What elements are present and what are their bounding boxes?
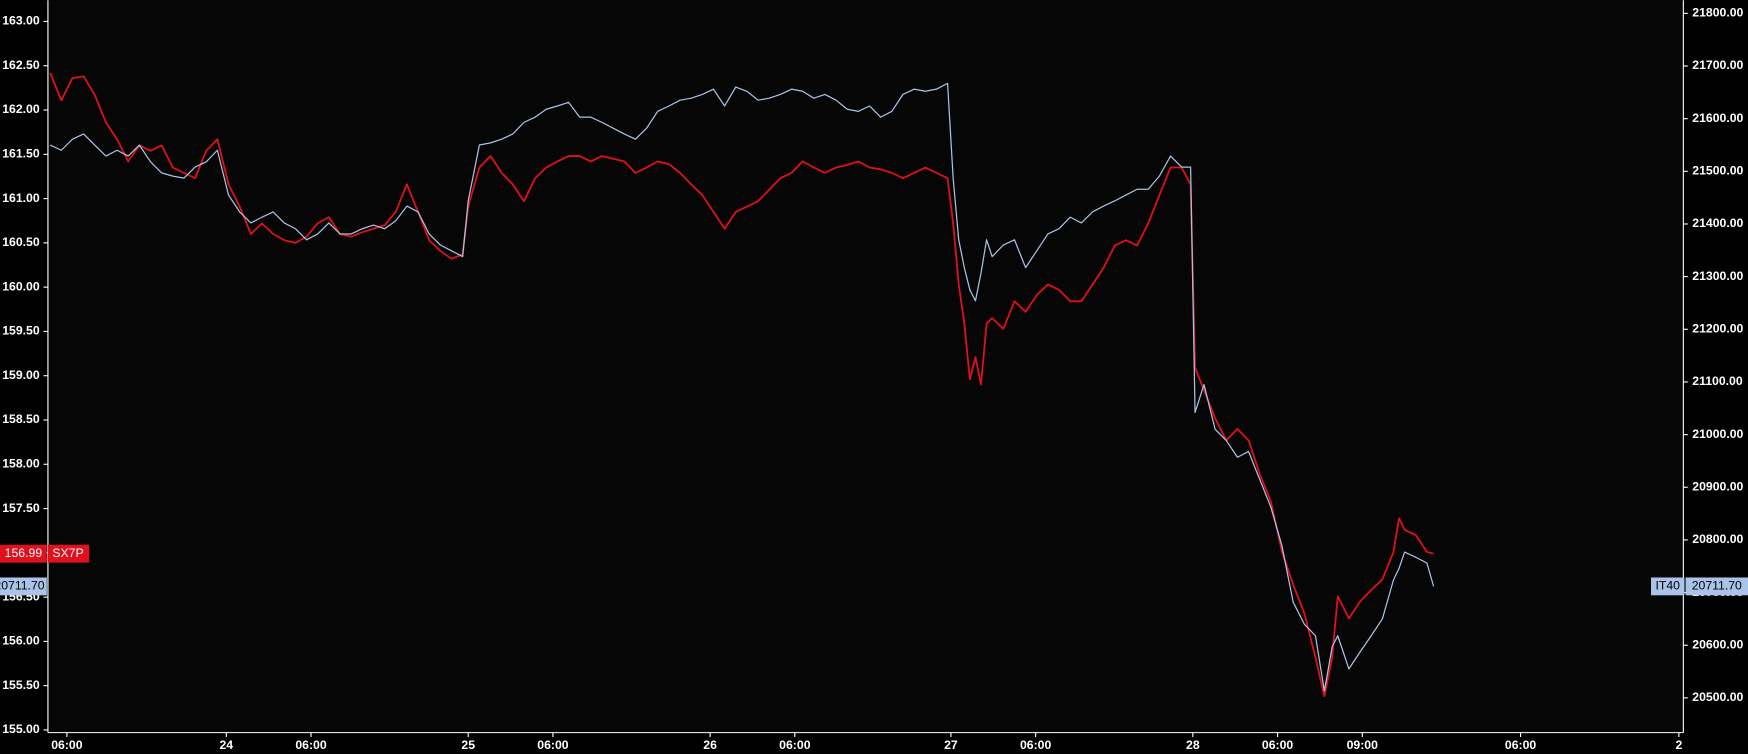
y-tick-label: 160.00 <box>2 279 40 293</box>
y2-tick-label: 21800.00 <box>1692 6 1743 20</box>
y-tick-label: 160.50 <box>2 235 40 249</box>
y-tick-label: 158.00 <box>2 457 40 471</box>
legend-label: IT40 <box>1655 579 1680 593</box>
y-tick-label: 162.50 <box>2 58 40 72</box>
y2-tick-label: 21500.00 <box>1692 164 1743 178</box>
y2-tick-label: 20600.00 <box>1692 637 1743 651</box>
x-tick-label: 06:00 <box>295 738 327 752</box>
y2-tick-label: 20500.00 <box>1692 690 1743 704</box>
y-tick-label: 159.00 <box>2 368 40 382</box>
y2-tick-label: 20800.00 <box>1692 532 1743 546</box>
value-badge-label: 20711.70 <box>1692 579 1742 593</box>
y-tick-label: 156.00 <box>2 634 40 648</box>
value-badge-label: 20711.70 <box>0 579 45 593</box>
x-tick-label: 06:00 <box>1262 738 1294 752</box>
y2-tick-label: 21600.00 <box>1692 111 1743 125</box>
series-line <box>49 82 1435 692</box>
y-tick-label: 161.50 <box>2 147 40 161</box>
name-badge <box>47 544 90 563</box>
x-tick-label: 26 <box>703 738 717 752</box>
y-tick-label: 163.00 <box>2 14 40 28</box>
name-badge <box>1651 577 1685 596</box>
y-tick-label: 157.50 <box>2 501 40 515</box>
y2-tick-label: 21000.00 <box>1692 427 1743 441</box>
x-tick-label: 28 <box>1186 738 1200 752</box>
y2-tick-label: 21400.00 <box>1692 216 1743 230</box>
x-tick-label: 25 <box>461 738 475 752</box>
y-tick-label: 155.00 <box>2 722 40 736</box>
value-badge <box>1685 577 1748 596</box>
x-tick-label: 06:00 <box>779 738 811 752</box>
x-tick-label: 06:00 <box>537 738 569 752</box>
legend-label: SX7P <box>52 546 83 560</box>
value-badge <box>0 544 47 563</box>
y-tick-label: 159.50 <box>2 324 40 338</box>
plot-area <box>47 0 1684 733</box>
y2-tick-label: 21700.00 <box>1692 58 1743 72</box>
y2-tick-label: 21200.00 <box>1692 322 1743 336</box>
series-line <box>49 72 1434 698</box>
y-tick-label: 155.50 <box>2 678 40 692</box>
y-tick-label: 161.00 <box>2 191 40 205</box>
x-tick-label: 06:00 <box>1505 738 1537 752</box>
x-tick-label: 2 <box>1675 738 1682 752</box>
value-badge <box>0 577 47 596</box>
x-tick-label: 09:00 <box>1347 738 1379 752</box>
x-tick-label: 06:00 <box>1020 738 1052 752</box>
y2-tick-label: 21100.00 <box>1692 374 1743 388</box>
y-tick-label: 158.50 <box>2 412 40 426</box>
y2-tick-label: 20900.00 <box>1692 479 1743 493</box>
y2-tick-label: 21300.00 <box>1692 269 1743 283</box>
y-tick-label: 162.00 <box>2 102 40 116</box>
x-tick-label: 24 <box>219 738 233 752</box>
x-tick-label: 27 <box>944 738 958 752</box>
x-tick-label: 06:00 <box>51 738 83 752</box>
value-badge-label: 156.99 <box>5 546 43 560</box>
